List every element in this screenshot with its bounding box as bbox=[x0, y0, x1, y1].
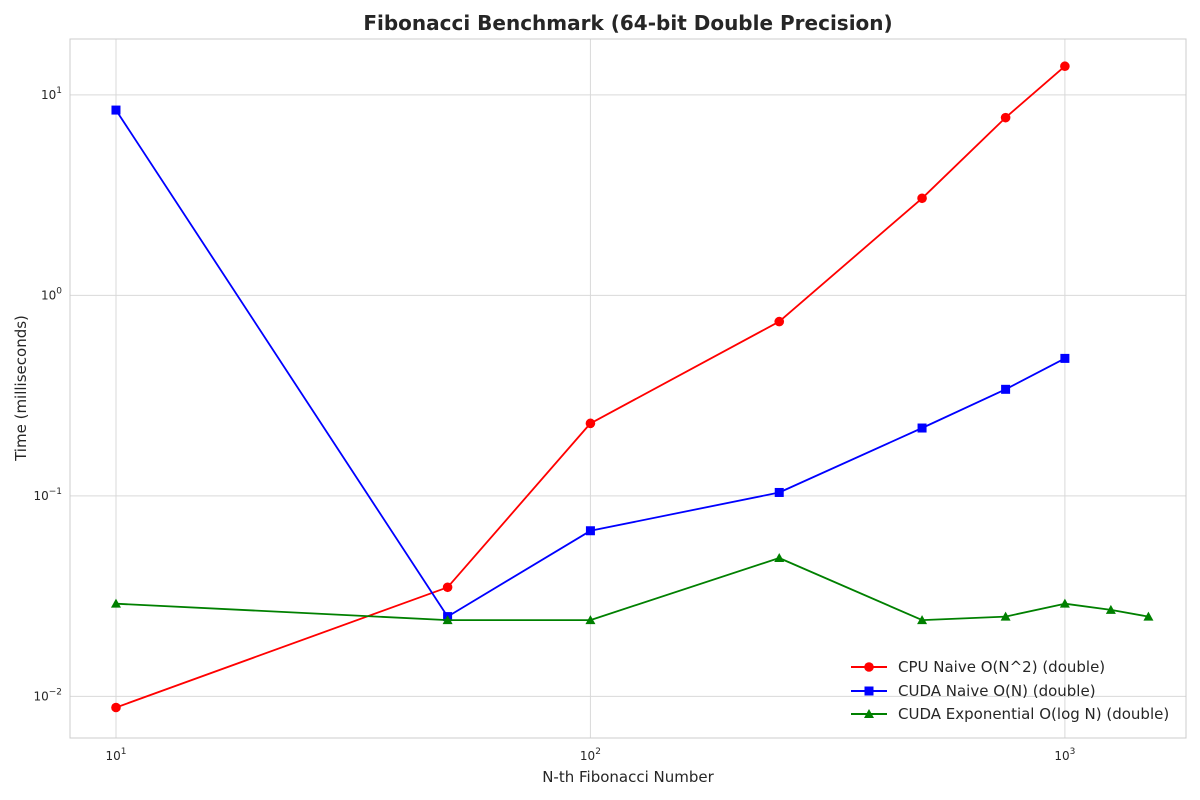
data-point-cuda-exponential bbox=[1105, 604, 1116, 614]
data-point-cpu-naive bbox=[585, 418, 596, 429]
data-point-cuda-exponential bbox=[774, 552, 785, 562]
x-tick-label: 102 bbox=[580, 747, 601, 763]
x-axis-label: N-th Fibonacci Number bbox=[542, 768, 714, 786]
data-point-cuda-exponential bbox=[1059, 598, 1070, 608]
data-point-cuda-exponential bbox=[442, 615, 453, 625]
y-tick-label: 100 bbox=[41, 286, 62, 302]
data-point-cuda-exponential bbox=[110, 598, 121, 608]
data-point-cuda-exponential bbox=[1000, 611, 1011, 621]
y-axis-label: Time (milliseconds) bbox=[12, 315, 30, 462]
data-point-cuda-naive bbox=[111, 105, 121, 115]
legend-entry-cuda-naive: CUDA Naive O(N) (double) bbox=[851, 682, 1096, 700]
series-cuda-exponential bbox=[110, 552, 1154, 625]
y-tick-label: 10−1 bbox=[33, 487, 62, 503]
legend-label-cuda-exponential: CUDA Exponential O(log N) (double) bbox=[898, 705, 1169, 723]
y-tick-label: 101 bbox=[41, 86, 62, 102]
y-tick-label: 10−2 bbox=[33, 687, 62, 703]
legend-marker-square bbox=[864, 686, 874, 696]
series-layer bbox=[110, 61, 1154, 713]
data-point-cpu-naive bbox=[442, 582, 453, 593]
data-point-cuda-naive bbox=[1060, 353, 1070, 363]
plot-area-background bbox=[70, 39, 1186, 738]
legend: CPU Naive O(N^2) (double) CUDA Naive O(N… bbox=[851, 658, 1169, 723]
x-tick-label: 103 bbox=[1054, 747, 1075, 763]
legend-label-cpu-naive: CPU Naive O(N^2) (double) bbox=[898, 658, 1105, 676]
tick-labels: 101 102 103 10−2 10−1 100 101 bbox=[33, 86, 1075, 763]
data-point-cuda-naive bbox=[774, 487, 784, 497]
data-point-cpu-naive bbox=[1000, 112, 1011, 123]
series-cpu-naive bbox=[111, 61, 1070, 713]
data-point-cpu-naive bbox=[917, 193, 927, 204]
data-point-cuda-exponential bbox=[917, 615, 928, 625]
data-point-cuda-exponential bbox=[585, 615, 596, 625]
data-point-cpu-naive bbox=[111, 702, 121, 713]
data-point-cuda-naive bbox=[917, 423, 927, 433]
legend-entry-cpu-naive: CPU Naive O(N^2) (double) bbox=[851, 658, 1105, 676]
grid-lines bbox=[70, 39, 1186, 738]
data-point-cuda-exponential bbox=[1143, 611, 1154, 621]
chart-title: Fibonacci Benchmark (64-bit Double Preci… bbox=[363, 11, 892, 35]
data-point-cuda-naive bbox=[585, 526, 595, 536]
legend-entry-cuda-exponential: CUDA Exponential O(log N) (double) bbox=[851, 705, 1169, 723]
data-point-cpu-naive bbox=[774, 316, 785, 327]
plot-area-frame bbox=[69, 38, 1187, 739]
legend-marker-triangle bbox=[864, 709, 874, 718]
legend-marker-circle bbox=[864, 662, 874, 672]
legend-label-cuda-naive: CUDA Naive O(N) (double) bbox=[898, 682, 1096, 700]
data-point-cpu-naive bbox=[1060, 61, 1070, 72]
data-point-cuda-naive bbox=[1001, 384, 1011, 394]
x-tick-label: 101 bbox=[105, 747, 126, 763]
